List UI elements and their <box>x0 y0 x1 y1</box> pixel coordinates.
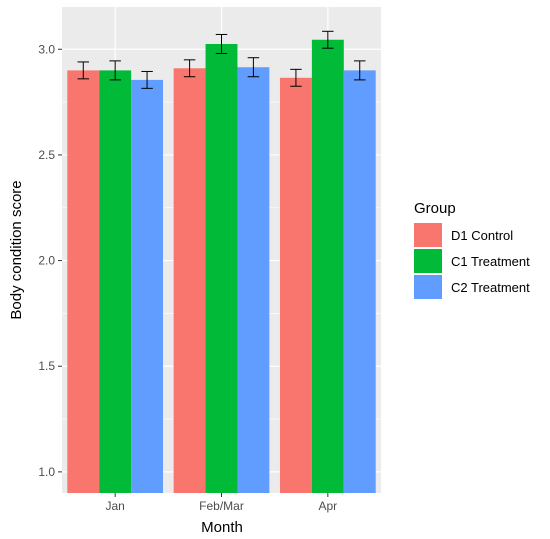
legend-key <box>414 223 442 247</box>
y-tick-label: 1.0 <box>38 465 55 479</box>
y-axis: 1.0 1.5 2.0 2.5 3.0 <box>38 42 62 479</box>
x-tick-label: Jan <box>105 499 124 513</box>
bar <box>205 43 238 493</box>
bar <box>279 77 312 493</box>
bar <box>343 70 376 494</box>
legend-items: D1 Control C1 Treatment C2 Treatment <box>414 223 530 299</box>
x-axis-title: Month <box>201 519 243 536</box>
legend-label: C1 Treatment <box>451 254 530 269</box>
legend-key <box>414 249 442 273</box>
x-axis: Jan Feb/Mar Apr <box>105 493 337 513</box>
y-tick-label: 3.0 <box>38 42 55 56</box>
x-tick-label: Apr <box>318 499 337 513</box>
y-tick-label: 2.5 <box>38 148 55 162</box>
y-tick-label: 2.0 <box>38 254 55 268</box>
legend-title: Group <box>414 200 456 217</box>
bar <box>99 70 132 494</box>
bar <box>131 79 164 494</box>
bar <box>237 67 270 493</box>
y-tick-label: 1.5 <box>38 359 55 373</box>
legend-label: C2 Treatment <box>451 280 530 295</box>
error-bars <box>77 30 366 89</box>
legend: Group D1 Control C1 Treatment C2 Treatment <box>414 200 530 299</box>
legend-label: D1 Control <box>451 228 513 243</box>
bars <box>67 39 376 494</box>
x-tick-label: Feb/Mar <box>199 499 244 513</box>
y-axis-title: Body condition score <box>8 180 25 319</box>
bar <box>67 70 100 494</box>
bar <box>173 68 206 493</box>
bar <box>311 39 344 494</box>
legend-key <box>414 275 442 299</box>
